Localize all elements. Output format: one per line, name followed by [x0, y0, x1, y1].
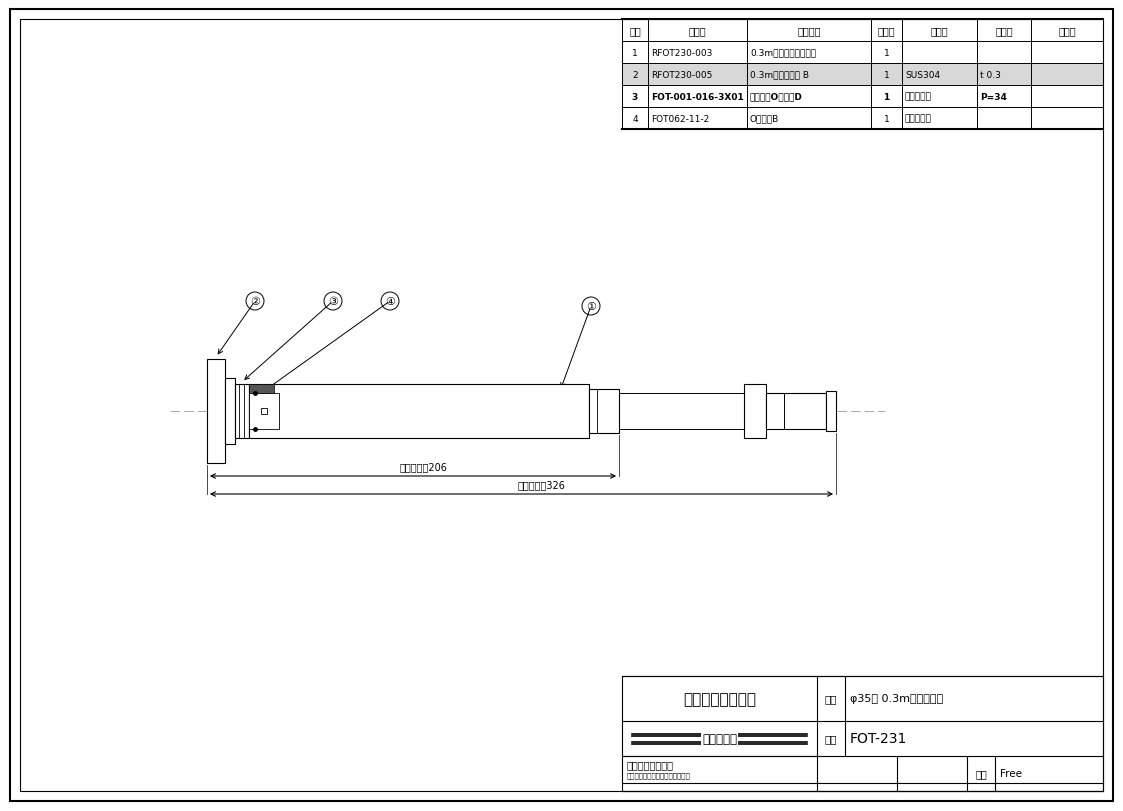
Text: 2: 2	[632, 71, 638, 79]
Bar	[588, 389, 619, 433]
Text: 最小縮小時206: 最小縮小時206	[399, 461, 447, 471]
Text: 尺度: 尺度	[975, 769, 987, 779]
Text: 3: 3	[632, 92, 638, 101]
Text: ①: ①	[586, 302, 596, 311]
Text: フッ素ゴム: フッ素ゴム	[905, 92, 932, 101]
Text: 図　番: 図 番	[688, 26, 706, 36]
Bar	[225, 379, 235, 444]
Text: RFOT230-005: RFOT230-005	[651, 71, 712, 79]
Bar	[249, 384, 588, 439]
Bar	[827, 392, 836, 431]
Text: シール用OリングD: シール用OリングD	[750, 92, 803, 101]
Text: 0.3mスライド管 B: 0.3mスライド管 B	[750, 71, 809, 79]
Bar	[745, 384, 766, 439]
Text: 名称: 名称	[824, 693, 838, 704]
Text: 外　観　図: 外 観 図	[702, 732, 737, 745]
Text: φ35用 0.3mスライド管: φ35用 0.3mスライド管	[850, 693, 943, 704]
Text: 1: 1	[632, 49, 638, 58]
Text: リンナイ住宅機器: リンナイ住宅機器	[683, 691, 756, 706]
Bar	[235, 384, 249, 439]
Text: RFOT230-003: RFOT230-003	[651, 49, 712, 58]
Text: 名　　称: 名 称	[797, 26, 821, 36]
Text: t 0.3: t 0.3	[980, 71, 1001, 79]
Text: 名古屋市中川区横池町２番２６号: 名古屋市中川区横池町２番２６号	[627, 771, 691, 778]
Text: 外　観　図: 外 観 図	[702, 732, 737, 745]
Text: 1: 1	[884, 92, 889, 101]
Text: フッ素ゴム: フッ素ゴム	[905, 114, 932, 123]
Text: Free: Free	[999, 769, 1022, 779]
Text: 備　考: 備 考	[1058, 26, 1076, 36]
Bar	[279, 393, 745, 430]
Text: 寸　度: 寸 度	[995, 26, 1013, 36]
Bar	[766, 393, 827, 430]
Bar	[249, 393, 279, 430]
Text: 4: 4	[632, 114, 638, 123]
Bar	[207, 359, 225, 463]
Text: 1: 1	[884, 49, 889, 58]
Text: FOT-231: FOT-231	[850, 732, 907, 745]
Bar	[249, 384, 274, 394]
Text: FOT-001-016-3X01: FOT-001-016-3X01	[651, 92, 743, 101]
Text: 1: 1	[884, 114, 889, 123]
Text: ④: ④	[385, 297, 395, 307]
Bar	[622, 676, 1103, 791]
Text: 最大延長時326: 最大延長時326	[518, 479, 566, 489]
Text: P=34: P=34	[980, 92, 1007, 101]
Text: 材　料: 材 料	[931, 26, 948, 36]
Text: 0.3mスライド管（組）: 0.3mスライド管（組）	[750, 49, 816, 58]
Text: 型式: 型式	[824, 734, 838, 744]
Bar	[261, 409, 267, 414]
Text: リンナイ株式会社: リンナイ株式会社	[627, 760, 674, 770]
Text: 個　数: 個 数	[878, 26, 895, 36]
Text: 1: 1	[884, 71, 889, 79]
Text: ②: ②	[250, 297, 261, 307]
Text: FOT062-11-2: FOT062-11-2	[651, 114, 710, 123]
Text: 記号: 記号	[629, 26, 641, 36]
Bar	[622, 64, 1103, 86]
Text: SUS304: SUS304	[905, 71, 940, 79]
Text: ③: ③	[328, 297, 338, 307]
Text: OリングB: OリングB	[750, 114, 779, 123]
